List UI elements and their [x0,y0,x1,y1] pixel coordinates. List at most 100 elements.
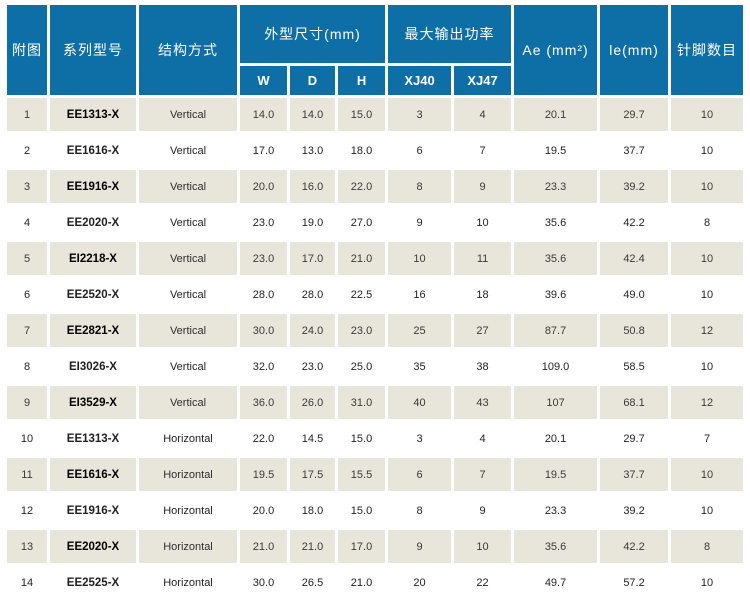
cell-ae: 35.6 [514,242,598,275]
cell-w: 20.0 [240,170,287,203]
table-row: 7 EE2821-X Vertical 30.0 24.0 23.0 25 27… [7,314,744,347]
cell-le: 42.2 [600,530,669,563]
cell-figure-no: 11 [7,458,47,491]
cell-le: 42.4 [600,242,669,275]
cell-xj47: 43 [454,386,512,419]
table-row: 3 EE1916-X Vertical 20.0 16.0 22.0 8 9 2… [7,170,744,203]
cell-ae: 35.6 [514,206,598,239]
cell-le: 37.7 [600,134,669,167]
cell-xj40: 40 [388,386,452,419]
cell-w: 23.0 [240,242,287,275]
cell-pins: 12 [671,386,744,419]
col-header-figure: 附图 [7,5,47,95]
table-header: 附图 系列型号 结构方式 外型尺寸(mm) 最大输出功率 Ae (mm²) le… [7,5,744,95]
cell-xj47: 9 [454,494,512,527]
cell-structure: Horizontal [139,422,237,455]
cell-figure-no: 14 [7,566,47,599]
cell-model: EE1916-X [50,170,136,203]
cell-le: 57.2 [600,566,669,599]
cell-le: 39.2 [600,170,669,203]
cell-xj40: 9 [388,530,452,563]
cell-model: EE1916-X [50,494,136,527]
cell-le: 29.7 [600,98,669,131]
cell-h: 31.0 [338,386,386,419]
cell-pins: 12 [671,314,744,347]
cell-pins: 10 [671,134,744,167]
cell-w: 21.0 [240,530,287,563]
cell-d: 18.0 [290,494,335,527]
cell-structure: Vertical [139,278,237,311]
cell-h: 18.0 [338,134,386,167]
cell-d: 26.5 [290,566,335,599]
cell-figure-no: 6 [7,278,47,311]
col-header-max-output-power: 最大输出功率 [388,5,512,63]
cell-h: 21.0 [338,242,386,275]
cell-xj47: 7 [454,458,512,491]
cell-d: 14.5 [290,422,335,455]
col-subheader-h: H [338,66,386,95]
cell-w: 14.0 [240,98,287,131]
table-row: 13 EE2020-X Horizontal 21.0 21.0 17.0 9 … [7,530,744,563]
cell-xj40: 20 [388,566,452,599]
cell-xj40: 35 [388,350,452,383]
col-header-outer-dimensions: 外型尺寸(mm) [240,5,386,63]
cell-pins: 8 [671,530,744,563]
cell-model: EE2520-X [50,278,136,311]
table-row: 6 EE2520-X Vertical 28.0 28.0 22.5 16 18… [7,278,744,311]
cell-xj47: 4 [454,422,512,455]
cell-model: EI2218-X [50,242,136,275]
cell-xj40: 25 [388,314,452,347]
cell-structure: Vertical [139,98,237,131]
cell-figure-no: 7 [7,314,47,347]
cell-w: 23.0 [240,206,287,239]
cell-xj47: 10 [454,530,512,563]
cell-ae: 35.6 [514,530,598,563]
cell-pins: 8 [671,206,744,239]
cell-structure: Horizontal [139,530,237,563]
col-header-ae: Ae (mm²) [514,5,598,95]
cell-h: 27.0 [338,206,386,239]
cell-le: 49.0 [600,278,669,311]
cell-pins: 10 [671,278,744,311]
cell-h: 25.0 [338,350,386,383]
cell-w: 32.0 [240,350,287,383]
table-row: 1 EE1313-X Vertical 14.0 14.0 15.0 3 4 2… [7,98,744,131]
cell-xj40: 6 [388,134,452,167]
spec-table: 附图 系列型号 结构方式 外型尺寸(mm) 最大输出功率 Ae (mm²) le… [4,2,746,602]
cell-structure: Horizontal [139,494,237,527]
cell-pins: 10 [671,170,744,203]
cell-d: 19.0 [290,206,335,239]
cell-xj47: 10 [454,206,512,239]
cell-w: 36.0 [240,386,287,419]
cell-h: 15.0 [338,494,386,527]
cell-structure: Vertical [139,350,237,383]
cell-model: EE2020-X [50,530,136,563]
cell-model: EI3026-X [50,350,136,383]
cell-structure: Vertical [139,134,237,167]
cell-model: EE1616-X [50,458,136,491]
cell-xj47: 38 [454,350,512,383]
cell-structure: Vertical [139,170,237,203]
table-row: 2 EE1616-X Vertical 17.0 13.0 18.0 6 7 1… [7,134,744,167]
cell-figure-no: 12 [7,494,47,527]
col-header-le: le(mm) [600,5,669,95]
cell-model: EE2525-X [50,566,136,599]
table-body: 1 EE1313-X Vertical 14.0 14.0 15.0 3 4 2… [7,98,744,602]
cell-figure-no: 13 [7,530,47,563]
cell-pins: 10 [671,494,744,527]
cell-xj47: 4 [454,98,512,131]
cell-xj47: 22 [454,566,512,599]
cell-xj40: 16 [388,278,452,311]
cell-figure-no: 1 [7,98,47,131]
col-header-series-model: 系列型号 [50,5,136,95]
cell-xj40: 8 [388,170,452,203]
col-subheader-w: W [240,66,287,95]
cell-xj47: 9 [454,170,512,203]
cell-le: 68.1 [600,386,669,419]
cell-model: EI3529-X [50,386,136,419]
cell-ae: 87.7 [514,314,598,347]
cell-h: 23.0 [338,314,386,347]
cell-d: 26.0 [290,386,335,419]
cell-ae: 49.7 [514,566,598,599]
cell-d: 23.0 [290,350,335,383]
